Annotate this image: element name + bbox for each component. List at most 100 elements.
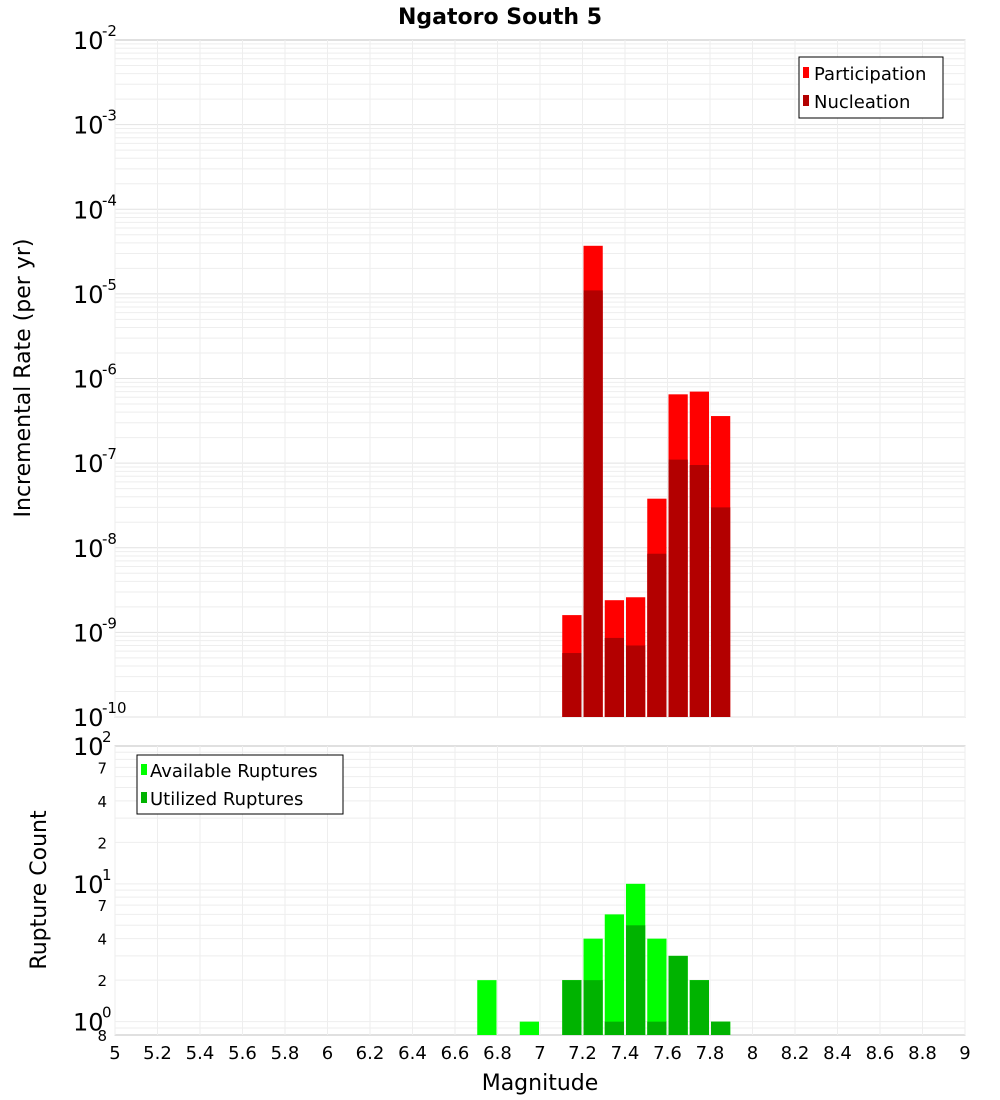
- x-tick-label: 6.6: [441, 1043, 470, 1064]
- legend-swatch-participation: [803, 67, 809, 78]
- bar-utilized-ruptures: [711, 1021, 731, 1035]
- bottom-y-minor-tick: 8: [97, 1027, 107, 1045]
- bar-nucleation: [668, 459, 688, 717]
- bar-utilized-ruptures: [626, 925, 646, 1035]
- bar-available-ruptures: [519, 1021, 539, 1035]
- bottom-y-tick-base: 10: [73, 1009, 104, 1037]
- x-tick-label: 5.2: [143, 1043, 172, 1064]
- top-y-tick-exponent: -10: [102, 699, 127, 717]
- top-y-tick-exponent: -2: [102, 22, 117, 40]
- x-tick-label: 6.2: [356, 1043, 385, 1064]
- top-y-tick-exponent: -5: [102, 276, 117, 294]
- top-y-tick-base: 10: [73, 619, 104, 647]
- bar-available-ruptures: [477, 980, 497, 1035]
- x-tick-label: 8.4: [823, 1043, 852, 1064]
- bottom-grid: [114, 746, 966, 1035]
- bottom-y-tick: 102: [73, 728, 112, 761]
- bottom-y-tick: 101: [73, 866, 112, 899]
- top-y-tick-base: 10: [73, 112, 104, 140]
- top-y-tick: 10-5: [73, 276, 117, 309]
- x-tick-label: 7.6: [653, 1043, 682, 1064]
- bar-utilized-ruptures: [647, 1021, 667, 1035]
- bottom-y-tick-base: 10: [73, 733, 104, 761]
- bottom-y-tick-base: 10: [73, 871, 104, 899]
- top-y-tick-base: 10: [73, 27, 104, 55]
- top-y-tick: 10-9: [73, 614, 117, 647]
- legend-label-nucleation: Nucleation: [814, 92, 910, 113]
- bottom-y-minor-tick: 2: [97, 972, 107, 990]
- legend-label-utilized: Utilized Ruptures: [150, 789, 303, 810]
- legend-swatch-available: [141, 764, 147, 775]
- top-y-tick-exponent: -4: [102, 191, 117, 209]
- bottom-bars: [477, 883, 731, 1035]
- bar-available-ruptures: [604, 914, 624, 1035]
- bar-utilized-ruptures: [562, 980, 582, 1035]
- bottom-legend: Available Ruptures Utilized Ruptures: [136, 754, 344, 815]
- x-tick-label: 5.4: [186, 1043, 215, 1064]
- bar-nucleation: [647, 553, 667, 717]
- top-y-tick-exponent: -7: [102, 445, 117, 463]
- top-y-tick-exponent: -9: [102, 614, 117, 632]
- bottom-y-minor-tick: 2: [97, 834, 107, 852]
- top-y-tick-base: 10: [73, 704, 104, 732]
- bar-utilized-ruptures: [689, 980, 709, 1035]
- legend-swatch-utilized: [141, 792, 147, 803]
- legend-label-available: Available Ruptures: [150, 761, 318, 782]
- bar-nucleation: [711, 507, 731, 717]
- bottom-y-tick-exponent: 1: [102, 866, 112, 884]
- top-y-tick-exponent: -6: [102, 361, 117, 379]
- top-y-tick-exponent: -3: [102, 107, 117, 125]
- x-tick-label: 8.2: [781, 1043, 810, 1064]
- x-tick-label: 8: [747, 1043, 758, 1064]
- bottom-y-minor-tick: 4: [97, 931, 107, 949]
- top-y-axis-label: Incremental Rate (per yr): [11, 239, 36, 518]
- x-tick-label: 7: [534, 1043, 545, 1064]
- top-bars: [562, 245, 731, 717]
- bar-nucleation: [583, 290, 603, 717]
- bar-utilized-ruptures: [583, 980, 603, 1035]
- legend-label-participation: Participation: [814, 64, 926, 85]
- top-y-tick: 10-3: [73, 107, 117, 140]
- x-tick-label: 8.8: [908, 1043, 937, 1064]
- x-tick-label: 5: [109, 1043, 120, 1064]
- x-tick-label: 7.8: [696, 1043, 725, 1064]
- bar-nucleation: [562, 653, 582, 717]
- top-legend: Participation Nucleation: [798, 56, 944, 119]
- top-y-tick: 10-7: [73, 445, 117, 478]
- top-y-tick-exponent: -8: [102, 530, 117, 548]
- x-tick-label: 7.4: [611, 1043, 640, 1064]
- bar-nucleation: [626, 645, 646, 717]
- x-tick-label: 7.2: [568, 1043, 597, 1064]
- bar-available-ruptures: [647, 938, 667, 1035]
- top-y-tick: 10-10: [73, 699, 127, 732]
- x-tick-label: 9: [959, 1043, 970, 1064]
- top-y-tick-base: 10: [73, 196, 104, 224]
- bottom-y-tick: 100: [73, 1004, 112, 1037]
- bar-utilized-ruptures: [604, 1021, 624, 1035]
- top-y-tick-base: 10: [73, 281, 104, 309]
- top-y-tick: 10-2: [73, 22, 117, 55]
- bottom-y-tick-exponent: 0: [102, 1004, 112, 1022]
- top-grid: [114, 40, 966, 718]
- top-y-tick: 10-8: [73, 530, 117, 563]
- x-tick-label: 6.4: [398, 1043, 427, 1064]
- x-ticks: 5 5.2 5.4 5.6 5.8 6 6.2 6.4 6.6 6.8 7 7.2 7.4 7.6 7.8 8…: [109, 1043, 970, 1064]
- chart-title: Ngatoro South 5: [398, 5, 602, 30]
- bottom-y-minor-tick: 4: [97, 793, 107, 811]
- bottom-y-tick-exponent: 2: [102, 728, 112, 746]
- x-tick-label: 6: [322, 1043, 333, 1064]
- bottom-y-axis-label: Rupture Count: [27, 810, 52, 970]
- x-axis-label: Magnitude: [482, 1071, 599, 1096]
- x-tick-label: 5.8: [271, 1043, 300, 1064]
- top-legend-box: [798, 56, 944, 119]
- x-tick-label: 8.6: [866, 1043, 895, 1064]
- top-y-tick-base: 10: [73, 450, 104, 478]
- top-y-tick-base: 10: [73, 366, 104, 394]
- legend-swatch-nucleation: [803, 95, 809, 106]
- top-y-tick: 10-4: [73, 191, 117, 224]
